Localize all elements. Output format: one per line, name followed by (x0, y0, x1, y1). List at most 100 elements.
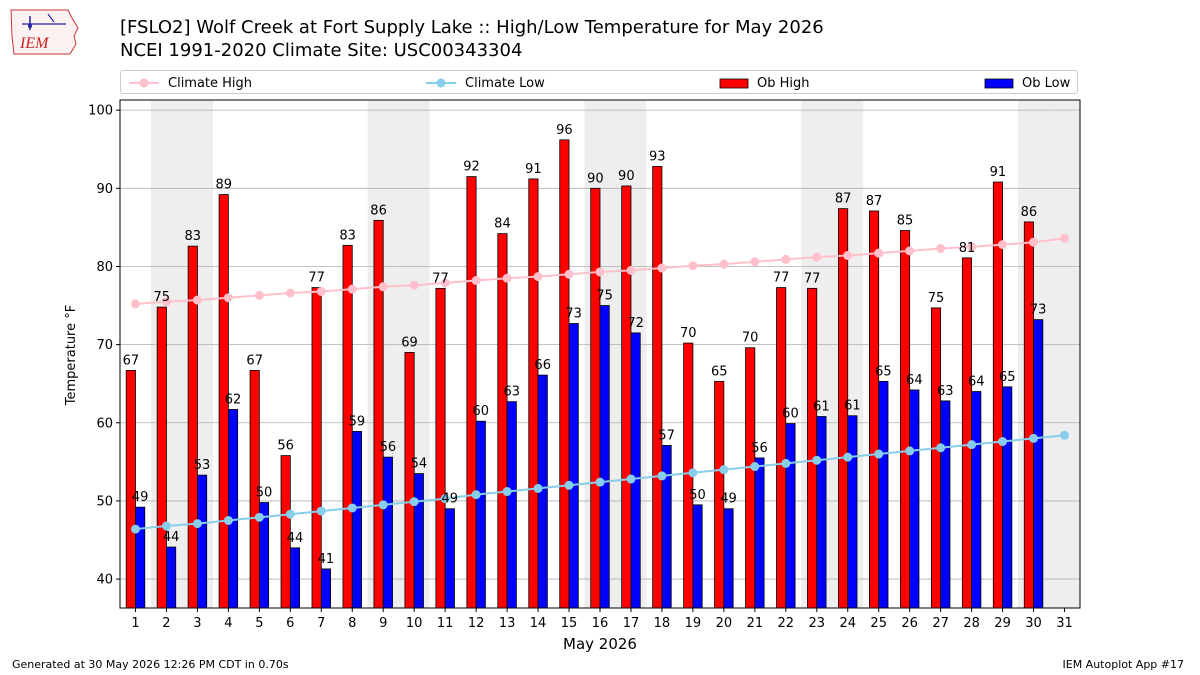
legend-ob-low: Ob Low (984, 74, 1070, 92)
label-ob-high: 77 (804, 271, 821, 286)
climate-low-point (719, 465, 729, 475)
bar-ob-low (568, 323, 579, 609)
bar-ob-low (692, 504, 703, 609)
x-tick-label: 31 (1056, 616, 1073, 631)
bar-ob-high (466, 176, 477, 609)
y-tick-label: 40 (96, 573, 113, 588)
bar-ob-high (156, 306, 167, 609)
climate-low-point (1060, 430, 1070, 440)
y-tick-label: 60 (96, 416, 113, 431)
x-tick-label: 23 (809, 616, 826, 631)
bar-ob-low (135, 506, 146, 609)
x-tick-label: 3 (193, 616, 201, 631)
climate-high-point (626, 265, 636, 275)
label-ob-low: 60 (782, 407, 799, 422)
x-tick-label: 11 (437, 616, 454, 631)
x-tick-label: 10 (406, 616, 423, 631)
label-ob-low: 54 (411, 457, 428, 472)
bar-ob-low (320, 568, 331, 609)
x-tick-label: 9 (379, 616, 387, 631)
climate-high-point (564, 269, 574, 279)
bar-ob-high (559, 139, 570, 609)
label-ob-high: 67 (246, 353, 263, 368)
label-ob-low: 65 (875, 364, 892, 379)
label-ob-high: 83 (339, 228, 356, 243)
x-tick-label: 22 (778, 616, 795, 631)
label-ob-high: 93 (649, 149, 666, 164)
data-labels: 67 49 75 44 83 53 89 62 67 50 56 44 77 41 83 59 86 56 69 54… (123, 123, 1047, 567)
label-ob-high: 87 (835, 192, 852, 207)
legend-ob-high: Ob High (719, 74, 810, 92)
climate-high-point (285, 288, 295, 298)
y-tick-label: 90 (96, 182, 113, 197)
label-ob-high: 56 (277, 439, 294, 454)
bar-ob-low (785, 423, 796, 609)
x-tick-label: 18 (654, 616, 671, 631)
label-ob-low: 50 (256, 485, 273, 500)
label-ob-high: 70 (680, 326, 697, 341)
climate-low-point (347, 503, 357, 513)
bar-ob-high (373, 219, 384, 609)
climate-high-point (254, 290, 264, 300)
bar-ob-high (621, 185, 632, 609)
legend-climate-low-label: Climate Low (465, 75, 545, 91)
legend-ob-low-label: Ob Low (1022, 75, 1071, 91)
label-ob-high: 65 (711, 364, 728, 379)
climate-low-point (378, 500, 388, 510)
climate-high-point (1060, 233, 1070, 243)
bar-ob-high (930, 307, 942, 609)
climate-low-point (843, 452, 853, 462)
climate-high-point (502, 273, 512, 283)
weekend-shade (1049, 100, 1080, 608)
label-ob-low: 66 (534, 358, 551, 373)
label-ob-low: 61 (813, 400, 830, 415)
x-tick-label: 6 (286, 616, 294, 631)
label-ob-low: 73 (1030, 303, 1047, 318)
label-ob-high: 91 (990, 165, 1007, 180)
climate-high-point (719, 259, 729, 269)
bar-ob-low (166, 546, 177, 609)
legend: Climate High Climate Low Ob High Ob Low (120, 70, 1078, 94)
label-ob-high: 85 (897, 214, 914, 229)
bar-ob-low (847, 415, 858, 609)
label-ob-high: 77 (308, 271, 325, 286)
plot-frame (119, 99, 1081, 609)
climate-low-point (409, 497, 419, 507)
climate-high-point (440, 278, 450, 288)
climate-high-point (874, 248, 884, 258)
label-ob-low: 57 (658, 428, 675, 443)
climate-high-point (192, 295, 202, 305)
bar-ob-high (776, 287, 787, 609)
climate-low-point (564, 480, 574, 490)
climate-low-point (533, 483, 543, 493)
label-ob-low: 62 (225, 392, 242, 407)
climate-low-point (781, 458, 791, 468)
bar-ob-high (528, 178, 539, 609)
bar-ob-low (506, 401, 517, 609)
iem-logo: IEM (8, 6, 80, 60)
x-tick-label: 5 (255, 616, 263, 631)
x-tick-label: 14 (530, 616, 547, 631)
bar-ob-low (351, 430, 362, 609)
bar-ob-low (630, 332, 641, 609)
label-ob-high: 75 (154, 290, 171, 305)
x-tick-label: 29 (994, 616, 1011, 631)
x-tick-label: 4 (224, 616, 232, 631)
legend-ob-low-swatch (984, 78, 1014, 89)
label-ob-low: 49 (720, 492, 737, 507)
label-ob-low: 73 (565, 307, 582, 322)
climate-low-point (657, 471, 667, 481)
bar-ob-low (1002, 386, 1013, 609)
climate-high-point (161, 297, 171, 307)
bar-ob-low (599, 305, 610, 609)
climate-high-point (812, 252, 822, 262)
label-ob-high: 87 (866, 194, 883, 209)
x-tick-label: 21 (747, 616, 764, 631)
climate-high-point (905, 246, 915, 256)
label-ob-low: 59 (349, 414, 366, 429)
label-ob-high: 70 (742, 331, 759, 346)
x-tick-label: 26 (901, 616, 918, 631)
x-tick-label: 2 (162, 616, 170, 631)
x-axis-label: May 2026 (563, 635, 637, 653)
